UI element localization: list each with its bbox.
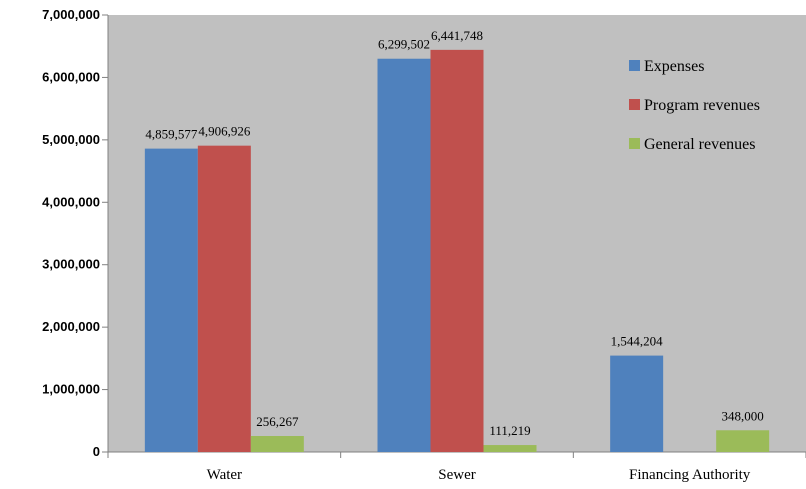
y-tick-label: 1,000,000 (42, 382, 100, 397)
y-tick-label: 2,000,000 (42, 319, 100, 334)
bar (610, 355, 664, 452)
bar (144, 148, 198, 453)
legend-swatch (629, 99, 640, 110)
data-label: 6,299,502 (378, 37, 430, 52)
legend-label: Expenses (644, 58, 704, 75)
bar (716, 430, 770, 452)
bar (430, 49, 484, 452)
data-label: 348,000 (722, 408, 764, 423)
bar (377, 58, 431, 453)
legend-swatch (629, 60, 640, 71)
y-tick-label: 5,000,000 (42, 132, 100, 147)
y-tick-label: 7,000,000 (42, 7, 100, 22)
y-tick-label: 6,000,000 (42, 69, 100, 84)
data-label: 4,906,926 (198, 124, 251, 139)
data-label: 1,544,204 (611, 334, 664, 349)
y-tick-label: 0 (93, 444, 100, 459)
data-label: 4,859,577 (145, 127, 198, 142)
data-label: 256,267 (256, 414, 299, 429)
legend-label: Program revenues (644, 97, 760, 114)
y-tick-label: 3,000,000 (42, 257, 100, 272)
x-tick-label: Financing Authority (629, 467, 751, 483)
bar (483, 445, 537, 452)
bar (250, 436, 304, 452)
data-label: 111,219 (489, 423, 530, 438)
bar (197, 145, 251, 453)
legend-label: General revenues (644, 136, 756, 153)
x-tick-label: Water (207, 467, 242, 483)
legend-swatch (629, 138, 640, 149)
y-tick-label: 4,000,000 (42, 194, 100, 209)
x-tick-label: Sewer (438, 467, 476, 483)
data-label: 6,441,748 (431, 28, 483, 43)
